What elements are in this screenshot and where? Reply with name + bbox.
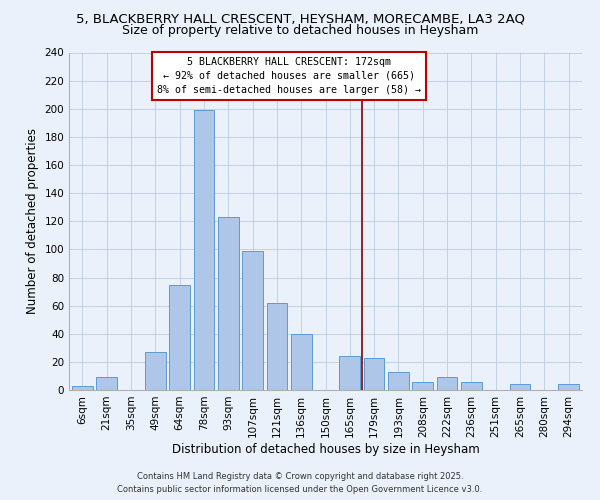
X-axis label: Distribution of detached houses by size in Heysham: Distribution of detached houses by size … bbox=[172, 442, 479, 456]
Bar bbox=[364, 358, 385, 390]
Text: 5, BLACKBERRY HALL CRESCENT, HEYSHAM, MORECAMBE, LA3 2AQ: 5, BLACKBERRY HALL CRESCENT, HEYSHAM, MO… bbox=[76, 12, 524, 26]
Bar bbox=[72, 386, 93, 390]
Bar bbox=[169, 284, 190, 390]
Bar bbox=[97, 378, 117, 390]
Bar bbox=[461, 382, 482, 390]
Bar bbox=[509, 384, 530, 390]
Bar bbox=[242, 251, 263, 390]
Bar bbox=[437, 378, 457, 390]
Bar bbox=[291, 334, 311, 390]
Text: Contains HM Land Registry data © Crown copyright and database right 2025.
Contai: Contains HM Land Registry data © Crown c… bbox=[118, 472, 482, 494]
Text: 5 BLACKBERRY HALL CRESCENT: 172sqm
← 92% of detached houses are smaller (665)
8%: 5 BLACKBERRY HALL CRESCENT: 172sqm ← 92%… bbox=[157, 56, 421, 94]
Text: Size of property relative to detached houses in Heysham: Size of property relative to detached ho… bbox=[122, 24, 478, 37]
Bar bbox=[388, 372, 409, 390]
Bar bbox=[266, 303, 287, 390]
Bar bbox=[412, 382, 433, 390]
Bar bbox=[558, 384, 579, 390]
Bar bbox=[218, 217, 239, 390]
Bar bbox=[145, 352, 166, 390]
Y-axis label: Number of detached properties: Number of detached properties bbox=[26, 128, 39, 314]
Bar bbox=[340, 356, 360, 390]
Bar bbox=[194, 110, 214, 390]
